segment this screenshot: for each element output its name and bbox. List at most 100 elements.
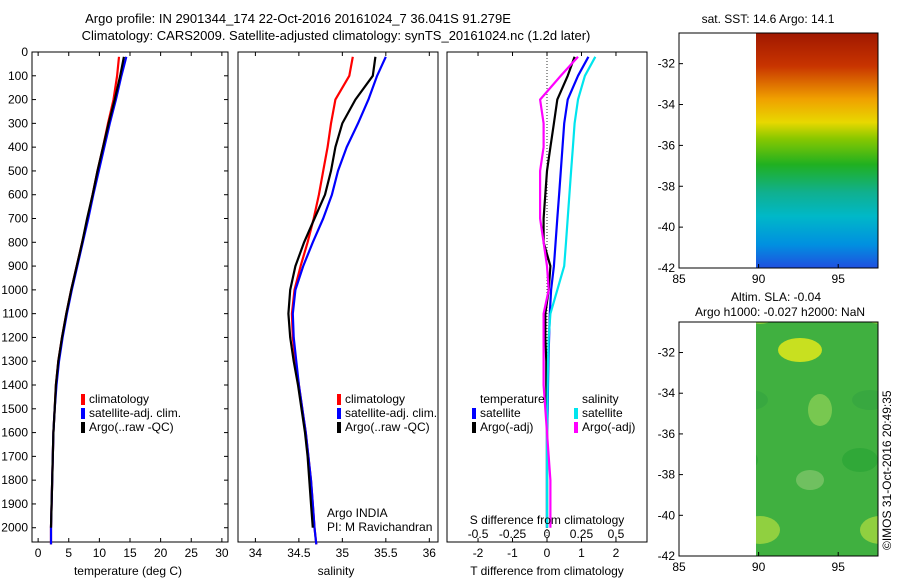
x-tick-label: 95 <box>832 272 846 286</box>
sst-map-y-ticks: -32 -34 -36 -38 -40 -42 <box>658 57 683 275</box>
legend-temperature-title: temperature <box>480 392 545 406</box>
y-tick-label: -36 <box>658 427 676 441</box>
temperature-panel: 0100200300400500600700800900100011001200… <box>1 45 229 578</box>
title-line-2: Climatology: CARS2009. Satellite-adjuste… <box>82 28 591 43</box>
legend-t-satellite-swatch <box>472 408 476 419</box>
y-tick-label: -38 <box>658 468 676 482</box>
salinity-legend: climatology satellite-adj. clim. Argo(..… <box>337 392 437 434</box>
salinity-lines <box>287 56 387 545</box>
legend-climatology: climatology <box>89 392 149 406</box>
series-line-climatology <box>290 56 354 545</box>
x-tick-label: 35.5 <box>374 546 398 560</box>
x-tick-label-top: -0.25 <box>499 527 527 541</box>
x-tick-label: 35 <box>336 546 350 560</box>
legend-satellite-swatch <box>337 408 341 419</box>
legend-climatology-swatch <box>81 394 85 405</box>
y-tick-label: 1500 <box>1 402 28 416</box>
x-tick-label-top: 0 <box>544 527 551 541</box>
x-tick-label: 90 <box>752 272 766 286</box>
difference-lines <box>538 56 597 528</box>
difference-x-ticks: -2 -1 0 1 2 <box>473 52 620 560</box>
sla-map-x-ticks: 85 90 95 <box>672 552 845 574</box>
x-tick-label: -2 <box>473 546 484 560</box>
x-tick-label: 5 <box>65 546 72 560</box>
y-tick-label: -40 <box>658 220 676 234</box>
legend-s-satellite-swatch <box>574 408 578 419</box>
x-tick-label: 34.5 <box>287 546 311 560</box>
legend-t-argo: Argo(-adj) <box>480 420 533 434</box>
y-tick-label: 100 <box>8 69 28 83</box>
y-tick-label: -32 <box>658 346 676 360</box>
temperature-x-ticks: 0 5 10 15 20 25 30 <box>35 52 229 560</box>
salinity-panel: 34 34.5 35 35.5 36 salinity climatology sate… <box>237 51 439 578</box>
x-tick-label: 0 <box>544 546 551 560</box>
y-tick-label: 1700 <box>1 449 28 463</box>
imos-stamp: ©IMOS 31-Oct-2016 20:49:35 <box>880 390 894 550</box>
x-tick-label: 0 <box>35 546 42 560</box>
sst-map-axes <box>678 32 879 269</box>
y-tick-label: -42 <box>658 549 676 563</box>
x-tick-label: 85 <box>672 560 686 574</box>
sst-heatmap <box>756 33 878 268</box>
legend-argo: Argo(..raw -QC) <box>89 420 174 434</box>
y-tick-label: -32 <box>658 57 676 71</box>
y-tick-label: 1200 <box>1 330 28 344</box>
x-tick-label-top: 0.5 <box>608 527 625 541</box>
series-line-argo-raw-qc <box>49 56 125 528</box>
y-tick-label: 800 <box>8 235 28 249</box>
y-tick-label: 1000 <box>1 283 28 297</box>
legend-s-argo: Argo(-adj) <box>582 420 635 434</box>
s-difference-label: S difference from climatology <box>470 513 625 527</box>
difference-legend: temperature satellite Argo(-adj) salinit… <box>472 392 635 434</box>
legend-satellite-swatch <box>81 408 85 419</box>
sla-map-y-ticks: -32 -34 -36 -38 -40 -42 <box>658 346 683 563</box>
sla-heatmap <box>756 322 878 556</box>
y-tick-label: -40 <box>658 508 676 522</box>
legend-s-satellite: satellite <box>582 406 623 420</box>
y-tick-label: 1600 <box>1 426 28 440</box>
sst-map-x-ticks: 85 90 95 <box>672 264 845 286</box>
series-line-argo-adj <box>538 56 579 528</box>
legend-climatology: climatology <box>345 392 405 406</box>
x-tick-label: 36 <box>423 546 437 560</box>
legend-satellite: satellite-adj. clim. <box>345 406 437 420</box>
y-tick-label: -34 <box>658 386 676 400</box>
y-tick-label: 400 <box>8 140 28 154</box>
x-tick-label: 20 <box>154 546 168 560</box>
y-tick-label: 0 <box>21 45 28 59</box>
difference-panel: -2 -1 0 1 2 -0.5 -0.25 0 0.25 0.5 S difference f… <box>446 51 648 578</box>
temperature-lines <box>49 56 128 545</box>
legend-salinity-title: salinity <box>582 392 619 406</box>
legend-s-argo-swatch <box>574 422 578 433</box>
difference-s-tick-labels: -0.5 -0.25 0 0.25 0.5 <box>468 527 625 541</box>
x-tick-label: 34 <box>249 546 263 560</box>
sla-map-subtitle: Argo h1000: -0.027 h2000: NaN <box>695 305 865 319</box>
y-tick-label: 200 <box>8 93 28 107</box>
legend-t-satellite: satellite <box>480 406 521 420</box>
x-tick-label: 10 <box>93 546 107 560</box>
salinity-x-ticks: 34 34.5 35 35.5 36 <box>249 52 437 560</box>
annotation-argo-india: Argo INDIA <box>327 506 388 520</box>
sla-map-title: Altim. SLA: -0.04 <box>731 290 821 304</box>
x-tick-label: 30 <box>215 546 229 560</box>
y-tick-label: -38 <box>658 179 676 193</box>
temperature-y-ticks: 0 100 200 300 400 500 600 700 800 900 1000 1100 1200… <box>1 45 228 535</box>
x-tick-label: 90 <box>752 560 766 574</box>
y-tick-label: 1400 <box>1 378 28 392</box>
legend-argo-swatch <box>81 422 85 433</box>
x-tick-label-top: -0.5 <box>468 527 489 541</box>
x-tick-label-top: 0.25 <box>570 527 594 541</box>
y-tick-label: 700 <box>8 212 28 226</box>
x-tick-label: -1 <box>507 546 518 560</box>
temperature-axes <box>31 51 229 543</box>
x-tick-label: 2 <box>613 546 620 560</box>
x-tick-label: 95 <box>832 560 846 574</box>
legend-argo: Argo(..raw -QC) <box>345 420 430 434</box>
y-tick-label: 300 <box>8 116 28 130</box>
legend-t-argo-swatch <box>472 422 476 433</box>
series-line-satellite-adj-clim <box>49 56 128 545</box>
legend-climatology-swatch <box>337 394 341 405</box>
sst-map-panel: sat. SST: 14.6 Argo: 14.1 -32 -34 -36 -38 -4… <box>658 12 879 286</box>
x-tick-label: 25 <box>185 546 199 560</box>
